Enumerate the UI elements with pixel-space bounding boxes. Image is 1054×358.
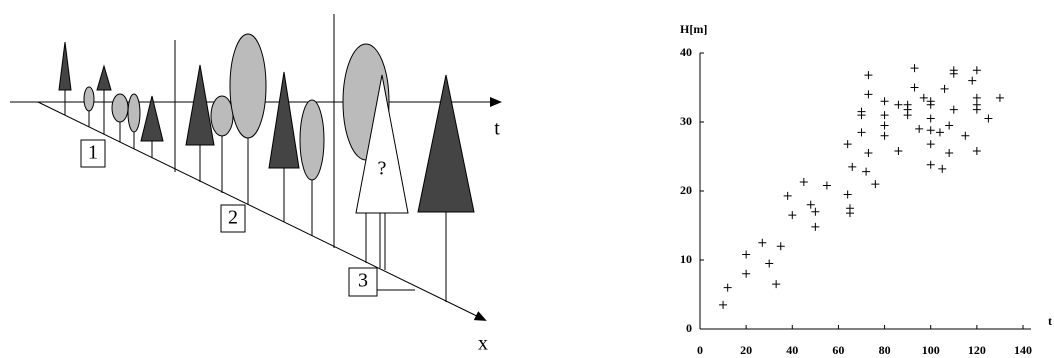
point [871,180,880,189]
point [845,204,854,213]
point [843,140,852,149]
x-tick-label: 140 [1014,343,1032,357]
point [903,100,912,109]
point [945,121,954,130]
point [864,90,873,99]
diagram: 1 2 3 ? t x [10,14,502,355]
point [864,71,873,80]
y-tick-label: 10 [680,252,692,266]
point [968,76,977,85]
point [857,107,866,116]
point [783,191,792,200]
point [880,131,889,140]
x-tick-label: 40 [786,343,798,357]
point [919,93,928,102]
x-tick-label: 20 [740,343,752,357]
point [880,97,889,106]
point [972,146,981,155]
point [910,83,919,92]
point [926,114,935,123]
y-tick-label: 0 [686,321,692,335]
point [788,211,797,220]
point [984,114,993,123]
point [945,149,954,158]
point [765,259,774,268]
trees [58,33,475,214]
point [811,207,820,216]
point [719,300,728,309]
y-tick-label: 40 [680,45,692,59]
point [949,105,958,114]
point [880,121,889,130]
box [80,139,106,168]
point [862,167,871,176]
point [772,280,781,289]
x-tick-label: 80 [879,343,891,357]
box-label: 2 [228,207,238,229]
box-label: 1 [88,142,98,164]
point [926,126,935,135]
point [857,128,866,137]
point [915,124,924,133]
x-tick-label: 0 [697,343,703,357]
box [348,267,378,297]
y-tick-label: 30 [680,114,692,128]
box [220,204,246,233]
point [742,269,751,278]
point [949,66,958,75]
point [910,64,919,73]
x-axis [37,101,487,321]
box-label: 3 [358,270,368,292]
point [972,93,981,102]
point [843,190,852,199]
question: ? [378,158,387,180]
y-tick-label: 20 [680,183,692,197]
point [940,84,949,93]
point [822,181,831,190]
point [938,164,947,173]
point [926,160,935,169]
point [935,128,944,137]
point [972,66,981,75]
point [811,222,820,231]
x-tick-label: 60 [832,343,844,357]
point [926,140,935,149]
point [758,238,767,247]
point [995,93,1004,102]
point [776,242,785,251]
point [961,131,970,140]
point [894,146,903,155]
point [742,250,751,259]
point [848,162,857,171]
point [806,200,815,209]
x-axis-label: t [1048,314,1052,328]
axis-label: x [478,333,488,355]
point [723,283,732,292]
point [972,100,981,109]
x-tick-label: 100 [922,343,940,357]
point [864,149,873,158]
point [799,178,808,187]
point [894,100,903,109]
point [880,111,889,120]
y-axis-label: H[m] [680,22,707,36]
x-tick-label: 120 [968,343,986,357]
point [926,97,935,106]
axis-label: t [494,118,500,140]
